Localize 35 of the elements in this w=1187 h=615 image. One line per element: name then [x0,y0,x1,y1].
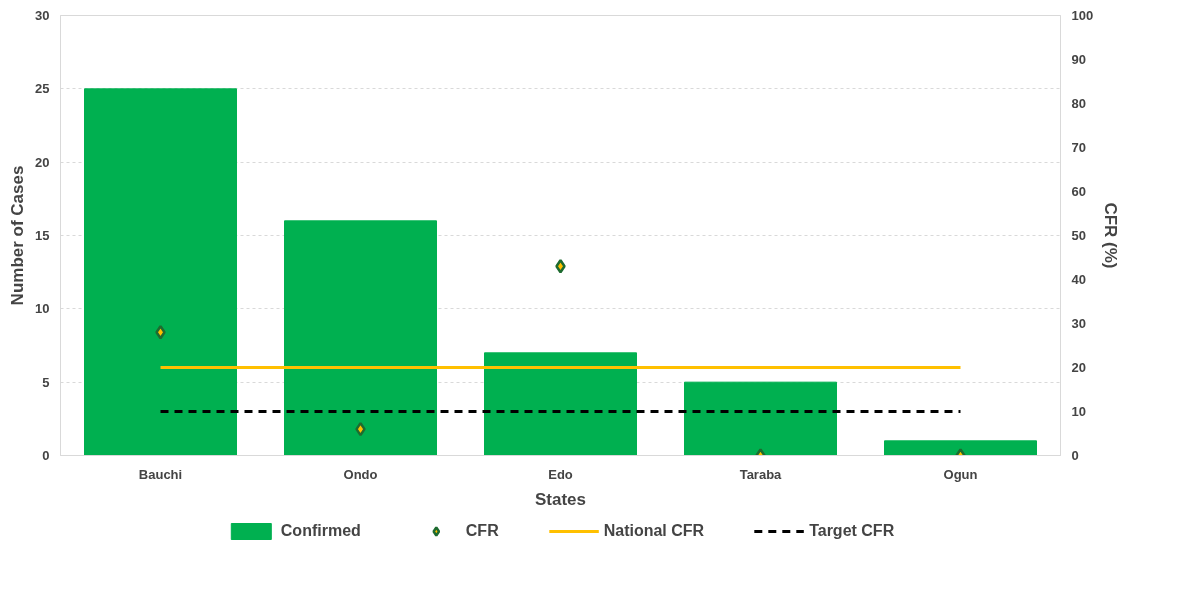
x-tick-label: Edo [548,466,573,482]
y-axis-title: Number of Cases [8,165,28,306]
y-tick-label: 0 [42,448,50,463]
bar [884,440,1037,456]
y2-tick-label: 50 [1071,228,1086,243]
y2-tick-label: 40 [1071,272,1086,287]
y-tick-label: 20 [35,154,50,170]
y2-tick-label: 70 [1071,140,1086,155]
legend-label: Confirmed [280,522,361,540]
bar [84,88,237,456]
bar [684,381,837,456]
x-tick-label: Taraba [739,466,783,482]
y-tick-label: 25 [35,81,50,97]
y2-tick-label: 60 [1071,184,1086,199]
y2-tick-label: 90 [1071,52,1086,67]
x-tick-label: Ondo [343,466,378,482]
bar [284,220,437,456]
x-tick-label: Bauchi [138,466,183,482]
y2-tick-label: 10 [1071,404,1086,419]
y2-tick-label: 0 [1071,448,1079,463]
y2-tick-label: 20 [1071,360,1086,375]
y2-tick-label: 30 [1071,316,1086,331]
legend-label: CFR [465,522,499,540]
y-tick-label: 5 [42,374,50,390]
y2-tick-label: 100 [1071,8,1094,23]
y-tick-label: 15 [35,228,50,243]
y2-tick-label: 80 [1071,96,1086,111]
x-axis-title: States [534,489,587,509]
y-tick-label: 30 [35,8,50,23]
legend-label: National CFR [603,522,705,540]
legend-label: Target CFR [809,522,895,540]
y2-axis-title: CFR (%) [1101,202,1121,269]
y-tick-label: 10 [35,301,50,317]
bar [484,352,637,456]
x-tick-label: Ogun [943,466,978,482]
